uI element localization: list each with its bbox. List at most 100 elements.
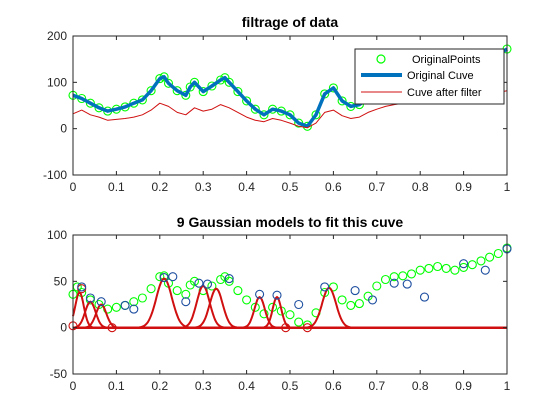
- original-point: [207, 81, 217, 91]
- fit-data-point: [459, 262, 469, 272]
- chart-bottom-xtick-label: 0.4: [238, 379, 255, 393]
- fit-data-point: [485, 252, 495, 262]
- blue-circle-marker: [294, 299, 304, 310]
- red-circle-marker: [281, 323, 291, 333]
- fit-data-point: [354, 299, 364, 309]
- fit-data-point: [285, 310, 295, 320]
- fit-data-point: [207, 281, 217, 291]
- original-point: [250, 104, 260, 114]
- fit-data-point: [111, 302, 121, 312]
- blue-circle-marker: [129, 304, 139, 314]
- original-point: [337, 96, 347, 106]
- legend-label-original-cuve: Original Cuve: [407, 70, 474, 82]
- fit-data-point: [137, 293, 147, 303]
- original-point: [146, 86, 156, 96]
- chart-top-xtick-label: 0.3: [195, 180, 212, 194]
- chart-bottom-xtick-label: 0.7: [368, 379, 385, 393]
- chart-bottom-xtick-label: 0.6: [325, 379, 342, 393]
- blue-circle-marker: [77, 282, 87, 292]
- fit-data-point: [424, 263, 434, 273]
- chart-top-ytick-label: 0: [60, 122, 67, 136]
- blue-circle-marker: [480, 265, 490, 275]
- fit-data-point: [233, 286, 243, 296]
- blue-circle-marker: [96, 297, 106, 307]
- original-point: [181, 90, 191, 100]
- blue-circle-marker: [272, 290, 282, 300]
- fit-data-point: [441, 263, 451, 273]
- fit-data-point: [398, 271, 408, 281]
- chart-bottom-ytick-label: 50: [54, 274, 68, 288]
- chart-top-xtick-label: 1: [504, 180, 511, 194]
- fit-data-point: [337, 295, 347, 305]
- chart-top-legend: OriginalPoints Original Cuve Cuve after …: [354, 48, 505, 105]
- blue-circle-marker: [120, 300, 130, 310]
- original-point: [216, 75, 226, 85]
- chart-bottom-ytick-label: 100: [47, 228, 67, 242]
- blue-circle-marker: [168, 272, 178, 282]
- blue-circle-marker: [320, 282, 330, 292]
- chart-top-title: filtrage of data: [242, 14, 339, 30]
- original-point: [328, 83, 338, 93]
- blue-circle-marker: [350, 286, 360, 296]
- chart-bottom-xtick-label: 0.1: [108, 379, 125, 393]
- original-point: [85, 98, 95, 108]
- fit-data-point: [146, 284, 156, 294]
- original-point: [198, 87, 208, 97]
- fit-data-point: [372, 281, 382, 291]
- original-point: [172, 86, 182, 96]
- original-point: [233, 87, 243, 97]
- chart-top-ytick-label: 200: [47, 29, 67, 43]
- original-point: [259, 110, 269, 120]
- chart-bottom-xtick-label: 0.3: [195, 379, 212, 393]
- chart-top-xtick-label: 0.4: [238, 180, 255, 194]
- fit-data-point: [433, 261, 443, 272]
- fit-data-point: [242, 295, 252, 305]
- fit-data-point: [389, 272, 399, 282]
- original-point: [242, 96, 252, 106]
- blue-circle-marker: [255, 289, 265, 299]
- blue-circle-marker: [159, 273, 169, 283]
- gaussian-component-curve: [73, 284, 507, 329]
- blue-circle-marker: [389, 278, 399, 288]
- chart-top-xtick-label: 0.8: [412, 180, 429, 194]
- blue-circle-marker: [181, 297, 191, 307]
- red-circle-marker: [107, 323, 117, 333]
- chart-bottom-xtick-label: 0.8: [412, 379, 429, 393]
- original-point: [224, 77, 234, 87]
- chart-top-xtick-label: 0.2: [151, 180, 168, 194]
- fit-data-point: [450, 265, 460, 275]
- gaussian-component-curve: [72, 300, 507, 329]
- fit-data-point: [493, 248, 503, 259]
- fit-data-point: [129, 297, 139, 307]
- chart-bottom-xtick-label: 0: [70, 379, 77, 393]
- fit-data-point: [415, 265, 425, 275]
- fit-data-point: [172, 286, 182, 296]
- chart-top-xtick-label: 0.6: [325, 180, 342, 194]
- chart-bottom-xtick-label: 1: [504, 379, 511, 393]
- chart-bottom-xtick-label: 0.5: [282, 379, 299, 393]
- chart-bottom-ytick-label: 0: [60, 321, 67, 335]
- chart-bottom-xtick-label: 0.9: [455, 379, 472, 393]
- fit-data-point: [380, 274, 391, 285]
- blue-circle-marker: [419, 292, 430, 302]
- fit-data-point: [476, 256, 486, 266]
- fit-data-point: [181, 289, 191, 299]
- chart-bottom: 9 Gaussian models to fit this cuve 0 0.1 0…: [47, 214, 512, 393]
- original-point: [189, 77, 200, 87]
- chart-top-xtick-label: 0.9: [455, 180, 472, 194]
- chart-top-xtick-label: 0.5: [282, 180, 299, 194]
- chart-top: filtrage of data 0 0.1 0.2 0.3 0.4 0.5 0.6 0.7 0…: [43, 14, 512, 194]
- chart-top-ytick-label: 100: [47, 75, 67, 89]
- fit-data-point: [346, 300, 356, 310]
- chart-top-xtick-label: 0.1: [108, 180, 125, 194]
- chart-top-ytick-label: -100: [43, 168, 67, 182]
- chart-bottom-axes-box: [72, 234, 508, 375]
- chart-bottom-ytick-label: -50: [50, 367, 68, 381]
- fit-data-point: [294, 317, 304, 327]
- blue-circle-marker: [402, 279, 412, 289]
- blue-circle-marker: [367, 295, 378, 305]
- fit-data-point: [224, 276, 234, 286]
- fit-data-point: [406, 269, 417, 279]
